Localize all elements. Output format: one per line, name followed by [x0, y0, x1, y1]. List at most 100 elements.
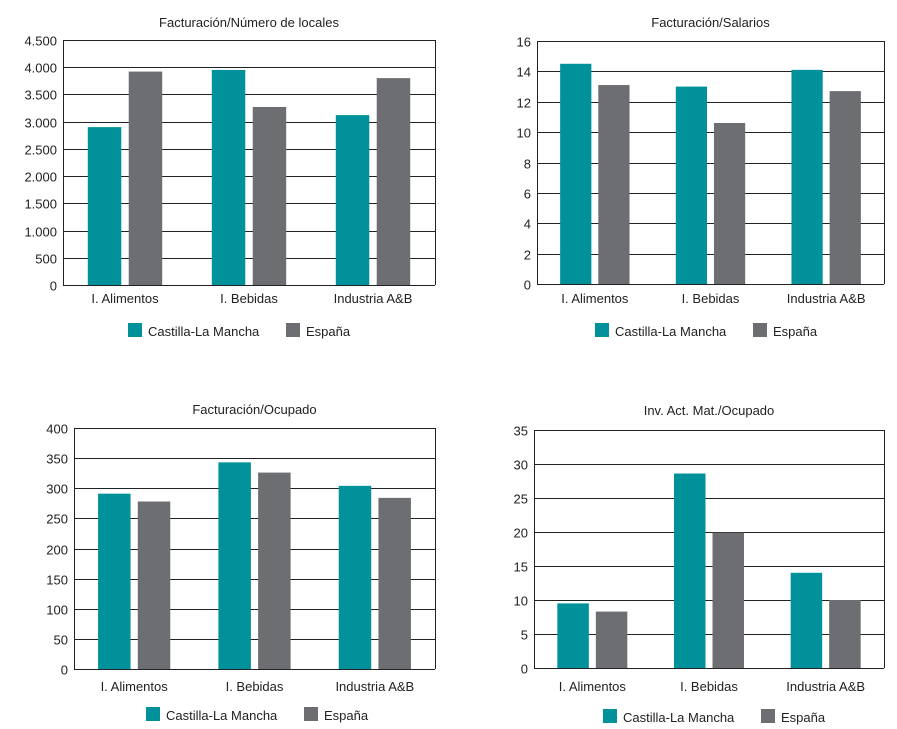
bar-espana — [829, 600, 861, 668]
x-tick-label: Industria A&B — [786, 679, 865, 694]
x-tick-label: Industria A&B — [334, 291, 413, 306]
bar-espana — [378, 497, 411, 669]
bar-castilla — [790, 572, 823, 668]
bar-castilla — [557, 603, 589, 668]
chart-title: Facturación/Ocupado — [192, 402, 316, 417]
y-tick-label: 12 — [517, 96, 531, 111]
bar-espana — [829, 91, 861, 285]
y-tick-label: 2 — [524, 248, 531, 263]
legend-swatch — [304, 707, 318, 721]
y-tick-label: 2.500 — [24, 143, 57, 158]
chart-inversion-ocupado: Inv. Act. Mat./Ocupado 0 5 10 15 20 25 30 35 I. A… — [449, 386, 897, 729]
y-tick-label: 16 — [517, 35, 531, 50]
legend-label: Castilla-La Mancha — [615, 324, 727, 339]
y-tick-label: 30 — [514, 458, 528, 473]
chart-facturacion-salarios: Facturación/Salarios 0 2 4 6 8 10 12 14 16 I. Alim… — [449, 0, 897, 360]
bar-castilla — [335, 115, 370, 285]
legend-label: Castilla-La Mancha — [148, 324, 260, 339]
y-tick-label: 0 — [524, 278, 531, 293]
y-tick-label: 4 — [524, 217, 531, 232]
y-tick-label: 4.000 — [24, 61, 57, 76]
y-tick-label: 100 — [46, 603, 68, 618]
chart-title: Inv. Act. Mat./Ocupado — [644, 403, 775, 418]
legend-label: España — [324, 708, 369, 723]
y-tick-label: 4.500 — [24, 34, 57, 49]
y-tick-label: 0 — [521, 662, 528, 677]
chart-facturacion-ocupado: Facturación/Ocupado 0 50 100 150 200 250 300 350… — [0, 386, 448, 729]
y-tick-label: 250 — [46, 512, 68, 527]
bar-espana — [598, 85, 630, 284]
x-tick-label: I. Alimentos — [101, 679, 169, 694]
bar-espana — [376, 78, 411, 285]
bar-castilla — [87, 127, 122, 285]
y-tick-label: 3.000 — [24, 116, 57, 131]
y-tick-label: 6 — [524, 187, 531, 202]
bar-espana — [713, 123, 746, 284]
legend-swatch — [753, 323, 767, 337]
y-tick-label: 3.500 — [24, 88, 57, 103]
bar-espana — [252, 106, 287, 285]
chart-svg: Facturación/Salarios 0 2 4 6 8 10 12 14 16 I. Alim… — [517, 15, 885, 339]
x-tick-label: Industria A&B — [335, 679, 414, 694]
bar-espana — [712, 532, 744, 668]
bar-espana — [258, 472, 291, 669]
x-tick-label: I. Bebidas — [226, 679, 284, 694]
y-tick-label: 10 — [517, 126, 531, 141]
legend-label: Castilla-La Mancha — [166, 708, 278, 723]
y-tick-label: 500 — [35, 252, 57, 267]
legend-swatch — [286, 323, 300, 337]
y-tick-label: 150 — [46, 573, 68, 588]
x-tick-label: I. Bebidas — [680, 679, 738, 694]
y-tick-label: 20 — [514, 526, 528, 541]
bar-espana — [595, 611, 628, 668]
legend-swatch — [146, 707, 160, 721]
legend-swatch — [128, 323, 142, 337]
legend-label: España — [781, 710, 826, 725]
x-tick-label: I. Alimentos — [561, 291, 629, 306]
y-tick-label: 14 — [517, 65, 531, 80]
y-tick-label: 15 — [514, 560, 528, 575]
chart-svg: Inv. Act. Mat./Ocupado 0 5 10 15 20 25 30 35 I. A… — [514, 403, 885, 725]
legend-label: Castilla-La Mancha — [623, 710, 735, 725]
bar-castilla — [98, 493, 131, 669]
chart-svg: Facturación/Número de locales 0 500 1.000 1.… — [24, 15, 436, 339]
y-tick-label: 0 — [61, 663, 68, 678]
bar-castilla — [791, 69, 823, 284]
bar-castilla — [218, 462, 251, 669]
bar-castilla — [338, 485, 372, 669]
legend-swatch — [603, 709, 617, 723]
y-tick-label: 1.000 — [24, 225, 57, 240]
legend-swatch — [595, 323, 609, 337]
legend-label: España — [306, 324, 351, 339]
x-tick-label: Industria A&B — [787, 291, 866, 306]
bar-espana — [128, 71, 163, 285]
x-tick-label: I. Alimentos — [91, 291, 159, 306]
chart-title: Facturación/Salarios — [651, 15, 770, 30]
bar-castilla — [560, 63, 592, 284]
chart-facturacion-locales: Facturación/Número de locales 0 500 1.000 1.… — [0, 0, 448, 360]
y-tick-label: 25 — [514, 492, 528, 507]
x-tick-label: I. Bebidas — [220, 291, 278, 306]
y-tick-label: 8 — [524, 157, 531, 172]
x-tick-label: I. Bebidas — [682, 291, 740, 306]
bar-castilla — [674, 473, 706, 668]
chart-title: Facturación/Número de locales — [159, 15, 339, 30]
bar-castilla — [211, 69, 246, 285]
legend-swatch — [761, 709, 775, 723]
y-tick-label: 35 — [514, 424, 528, 439]
x-tick-label: I. Alimentos — [559, 679, 627, 694]
y-tick-label: 400 — [46, 422, 68, 437]
chart-svg: Facturación/Ocupado 0 50 100 150 200 250 300 350… — [46, 402, 436, 723]
bar-castilla — [675, 86, 708, 284]
y-tick-label: 2.000 — [24, 170, 57, 185]
legend-label: España — [773, 324, 818, 339]
y-tick-label: 50 — [54, 633, 68, 648]
bar-espana — [137, 501, 171, 669]
y-tick-label: 0 — [50, 279, 57, 294]
y-tick-label: 1.500 — [24, 197, 57, 212]
y-tick-label: 5 — [521, 628, 528, 643]
y-tick-label: 10 — [514, 594, 528, 609]
y-tick-label: 300 — [46, 482, 68, 497]
y-tick-label: 350 — [46, 452, 68, 467]
y-tick-label: 200 — [46, 543, 68, 558]
